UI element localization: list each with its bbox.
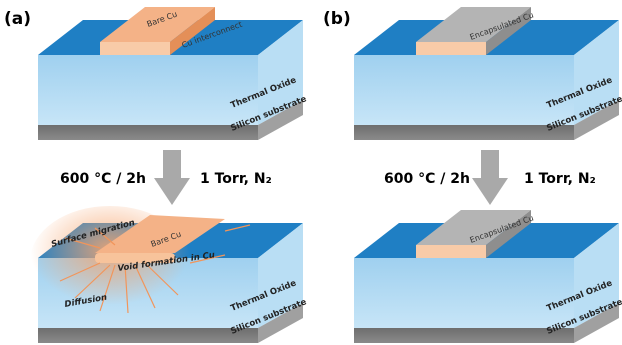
atmosphere: 1 Torr, N₂: [524, 171, 596, 187]
panel-b-after: Encapsulated Cu Thermal Oxide Silicon su…: [354, 210, 622, 343]
panel-label: (a): [4, 9, 31, 29]
figure: (a) Bare Cu Cu interconnect Thermal Oxid…: [0, 0, 622, 345]
temperature: 600 °C / 2h: [384, 171, 470, 187]
panel-label: (b): [323, 9, 351, 29]
process-arrow: [472, 150, 508, 205]
atmosphere: 1 Torr, N₂: [200, 171, 272, 187]
panel-b-before: Encapsulated Cu Thermal Oxide Silicon su…: [354, 7, 622, 140]
process-arrow: [154, 150, 190, 205]
panel-a-before: Bare Cu Cu interconnect Thermal Oxide Si…: [38, 7, 308, 140]
panel-a-after: Bare Cu Surface migration Void formation…: [30, 206, 308, 343]
temperature: 600 °C / 2h: [60, 171, 146, 187]
